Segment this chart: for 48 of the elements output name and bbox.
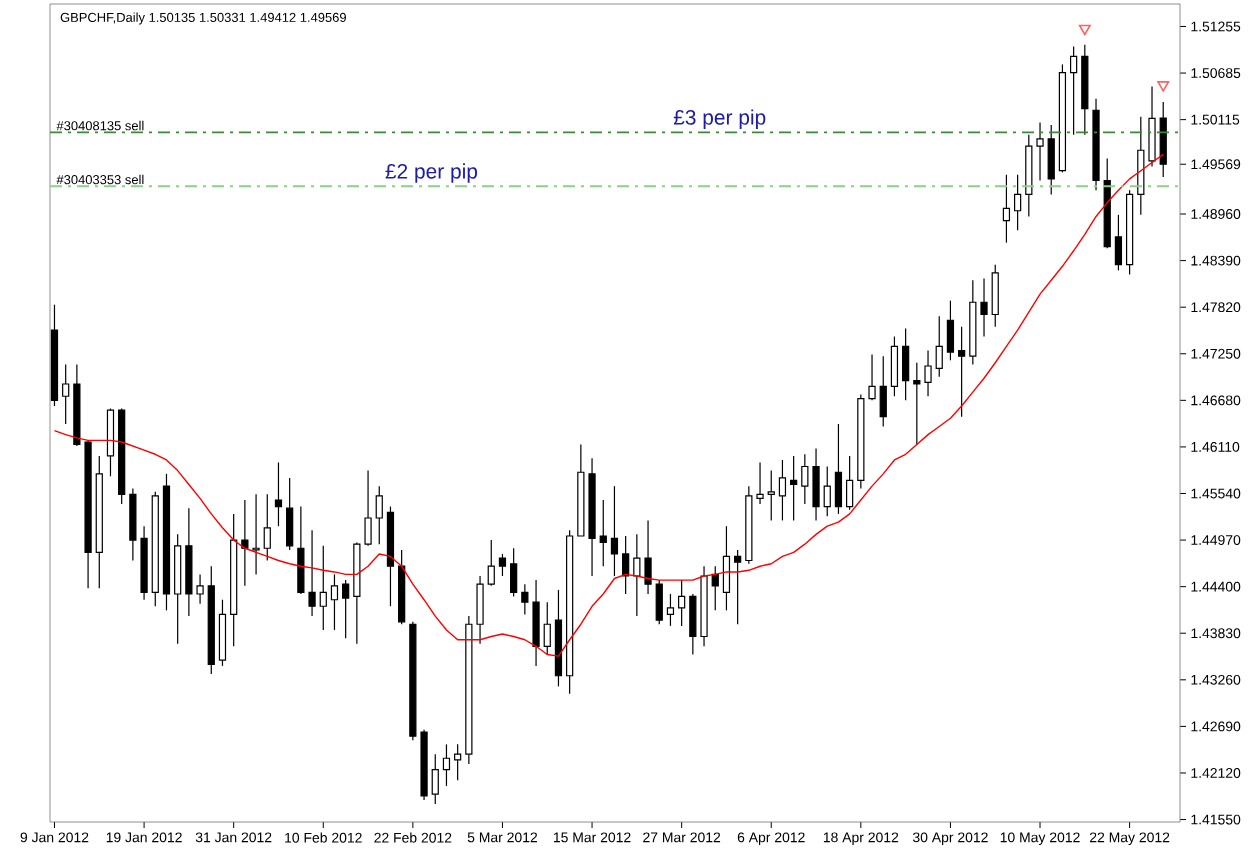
candlestick [655, 579, 663, 625]
candlestick [622, 535, 630, 595]
candlestick [935, 315, 943, 378]
candlestick [722, 525, 731, 611]
candlestick [510, 547, 518, 598]
candlestick [902, 327, 910, 401]
candlestick [678, 579, 686, 627]
candlestick [823, 465, 831, 517]
candlestick [958, 326, 966, 418]
candlestick [1159, 101, 1167, 178]
candlestick [375, 485, 383, 545]
candlestick [790, 455, 798, 522]
candlestick [1014, 174, 1022, 231]
candlestick [1114, 214, 1123, 271]
candlestick [1069, 45, 1078, 136]
candlestick [442, 743, 451, 787]
candlestick [62, 363, 70, 425]
candlestick [1002, 174, 1011, 244]
candlestick [106, 407, 115, 477]
candlestick [218, 599, 227, 667]
candlestick [834, 423, 843, 515]
candlestick [734, 549, 742, 625]
candlestick [543, 601, 551, 656]
candlestick [890, 335, 899, 397]
candlestick [666, 593, 675, 627]
candlestick [879, 355, 887, 428]
candlestick [487, 539, 495, 587]
candlestick [498, 553, 507, 577]
candlestick [767, 470, 775, 522]
candlestick [274, 461, 283, 527]
candlestick [946, 300, 955, 361]
candlestick [1047, 124, 1055, 195]
candlestick [610, 485, 619, 577]
annotation: £3 per pip [673, 109, 766, 129]
candlestick [330, 573, 339, 631]
candlestick [599, 499, 607, 567]
candlestick [319, 545, 327, 631]
candlestick [778, 459, 787, 522]
candlestick [431, 753, 439, 805]
candlestick [454, 743, 462, 781]
candlestick [286, 477, 294, 551]
candlestick [342, 579, 350, 639]
candlestick [1137, 116, 1145, 216]
annotation: £2 per pip [385, 163, 478, 183]
candlestick [263, 493, 271, 562]
candlestick [991, 264, 999, 328]
candlestick [1148, 85, 1156, 168]
candlestick [846, 455, 854, 511]
